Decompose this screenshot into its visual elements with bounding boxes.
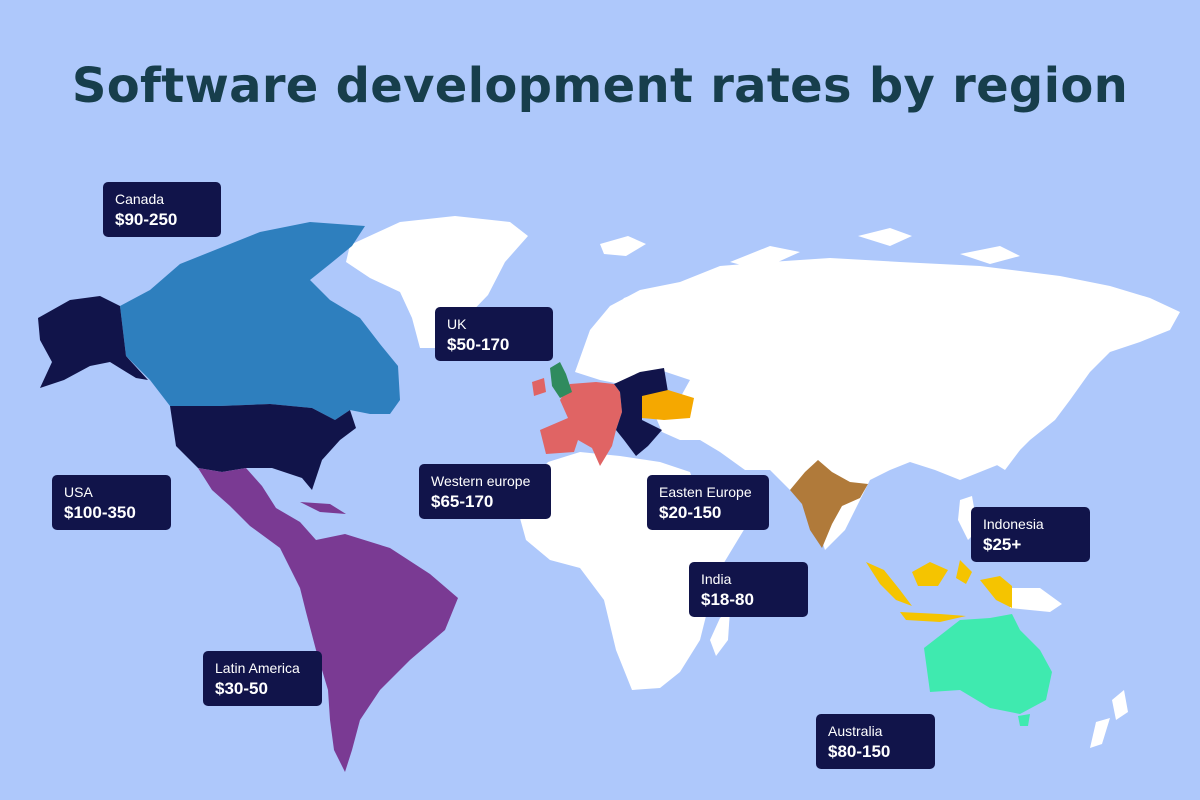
japan-shape	[992, 392, 1028, 470]
label-eastern-europe: Easten Europe $20-150	[647, 475, 769, 530]
label-uk: UK $50-170	[435, 307, 553, 361]
region-name: Western europe	[431, 473, 531, 489]
alaska-region	[38, 296, 148, 388]
label-australia: Australia $80-150	[816, 714, 935, 769]
ireland-shape	[532, 378, 546, 396]
western-europe-region	[540, 382, 622, 466]
region-rate: $90-250	[115, 210, 178, 229]
region-name: USA	[64, 484, 93, 500]
region-name: Latin America	[215, 660, 300, 676]
region-rate: $18-80	[701, 590, 754, 609]
australia-region	[924, 614, 1052, 714]
region-rate: $100-350	[64, 503, 136, 522]
scandinavia-shape	[596, 288, 660, 372]
india-region	[790, 460, 868, 548]
label-india: India $18-80	[689, 562, 808, 617]
new-zealand-shape	[1090, 690, 1128, 748]
region-name: India	[701, 571, 732, 587]
madagascar-shape	[710, 610, 730, 656]
label-western-europe: Western europe $65-170	[419, 464, 551, 519]
region-rate: $30-50	[215, 679, 268, 698]
greenland-shape	[346, 216, 528, 348]
uk-region	[550, 362, 572, 398]
label-latin-america: Latin America $30-50	[203, 651, 322, 706]
eastern-europe-region	[614, 368, 668, 456]
region-rate: $25+	[983, 535, 1022, 554]
region-name: Easten Europe	[659, 484, 752, 500]
arctic-islands-shape	[730, 228, 1020, 270]
canada-region	[120, 222, 400, 420]
indonesia-region	[866, 560, 1012, 622]
region-rate: $50-170	[447, 335, 510, 354]
map-title: Software development rates by region	[71, 58, 1129, 114]
tasmania-shape	[1018, 714, 1030, 726]
region-rate: $65-170	[431, 492, 494, 511]
ukraine-region	[642, 390, 694, 420]
svalbard-shape	[600, 236, 646, 256]
usa-region	[170, 404, 356, 490]
region-rate: $80-150	[828, 742, 891, 761]
png-shape	[1010, 588, 1062, 612]
region-name: Indonesia	[983, 516, 1044, 532]
region-name: Australia	[828, 723, 883, 739]
caribbean-islands	[300, 502, 346, 514]
region-name: UK	[447, 316, 467, 332]
eurasia-shape	[575, 258, 1180, 550]
region-name: Canada	[115, 191, 165, 207]
label-indonesia: Indonesia $25+	[971, 507, 1090, 562]
label-usa: USA $100-350	[52, 475, 171, 530]
region-rate: $20-150	[659, 503, 722, 522]
latin-america-region	[198, 468, 458, 772]
label-canada: Canada $90-250	[103, 182, 221, 237]
